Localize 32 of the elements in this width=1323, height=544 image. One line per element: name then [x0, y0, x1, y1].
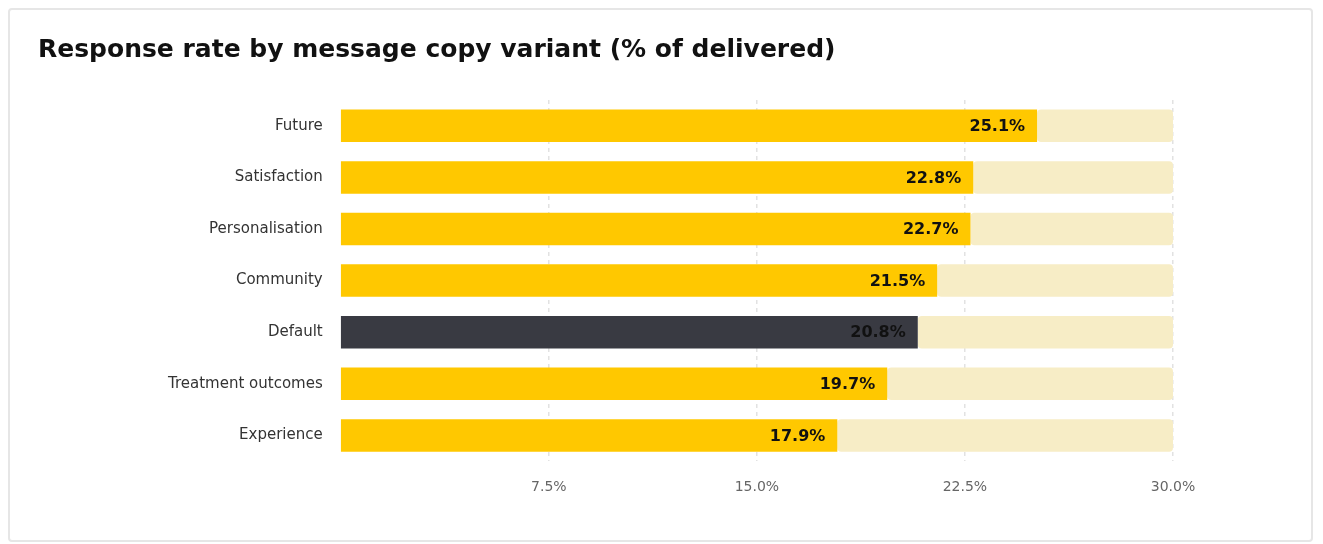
data-label: 17.9%	[769, 425, 826, 445]
y-tick-label: Satisfaction	[234, 167, 323, 186]
y-tick-label: Personalisation	[209, 218, 323, 237]
data-label: 19.7%	[819, 373, 876, 393]
y-tick-label: Treatment outcomes	[166, 373, 323, 392]
data-label: 21.5%	[869, 270, 926, 290]
chart-title: Response rate by message copy variant (% of delivered)	[38, 34, 836, 63]
bar	[340, 161, 974, 194]
x-tick-label: 22.5%	[942, 478, 988, 495]
bar	[340, 212, 971, 246]
data-label: 22.8%	[905, 167, 962, 187]
x-tick-label: 30.0%	[1150, 478, 1196, 495]
x-tick-label: 7.5%	[531, 478, 567, 495]
bar	[1037, 109, 1173, 143]
bar	[887, 367, 1173, 401]
bar	[970, 212, 1173, 246]
bar	[973, 161, 1173, 194]
data-label: 25.1%	[969, 115, 1026, 135]
data-label: 22.7%	[902, 219, 959, 239]
bar	[837, 419, 1173, 452]
y-tick-label: Community	[235, 270, 323, 289]
bar	[340, 264, 938, 297]
y-tick-label: Future	[274, 115, 323, 134]
bar	[340, 315, 918, 349]
x-tick-label: 15.0%	[734, 478, 780, 495]
y-tick-label: Experience	[239, 425, 323, 444]
bar	[340, 109, 1038, 143]
y-tick-label: Default	[267, 322, 323, 341]
bar	[917, 315, 1173, 349]
bar	[340, 419, 838, 452]
bar	[340, 367, 888, 401]
bar	[937, 264, 1173, 297]
